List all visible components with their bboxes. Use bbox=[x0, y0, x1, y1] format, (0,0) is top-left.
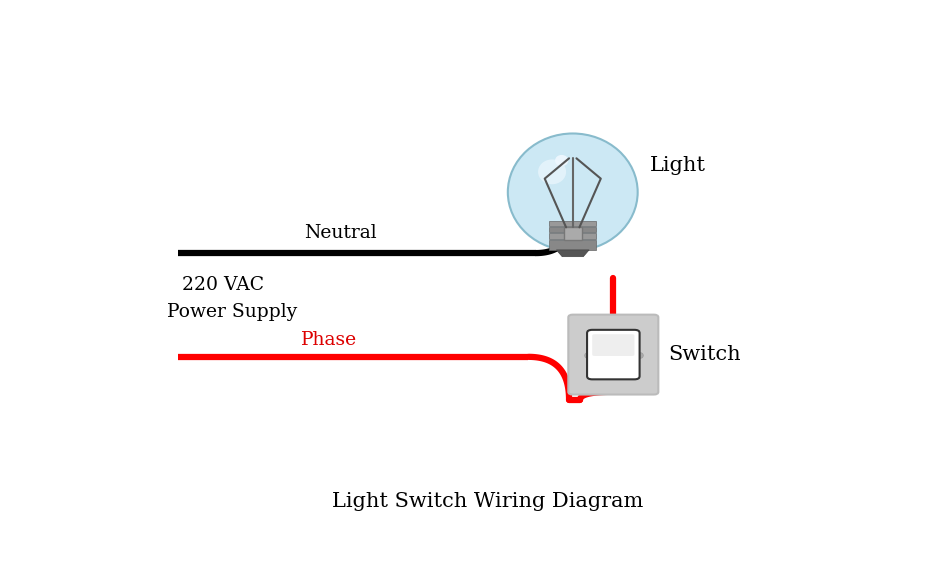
Text: Light: Light bbox=[650, 155, 706, 175]
Text: Neutral: Neutral bbox=[304, 224, 377, 242]
Polygon shape bbox=[556, 250, 589, 257]
Text: 220 VAC: 220 VAC bbox=[182, 275, 264, 294]
Text: Switch: Switch bbox=[668, 345, 742, 364]
Ellipse shape bbox=[538, 159, 566, 184]
FancyBboxPatch shape bbox=[568, 315, 659, 394]
Ellipse shape bbox=[555, 155, 568, 166]
Bar bbox=[549, 222, 596, 226]
Bar bbox=[549, 233, 596, 239]
Text: Phase: Phase bbox=[301, 331, 357, 349]
Text: Power Supply: Power Supply bbox=[167, 303, 297, 321]
Bar bbox=[549, 227, 596, 232]
Bar bbox=[549, 240, 596, 250]
Text: Light Switch Wiring Diagram: Light Switch Wiring Diagram bbox=[332, 492, 644, 511]
FancyBboxPatch shape bbox=[592, 334, 634, 356]
FancyBboxPatch shape bbox=[564, 227, 582, 240]
FancyBboxPatch shape bbox=[587, 330, 640, 379]
Ellipse shape bbox=[507, 134, 638, 251]
